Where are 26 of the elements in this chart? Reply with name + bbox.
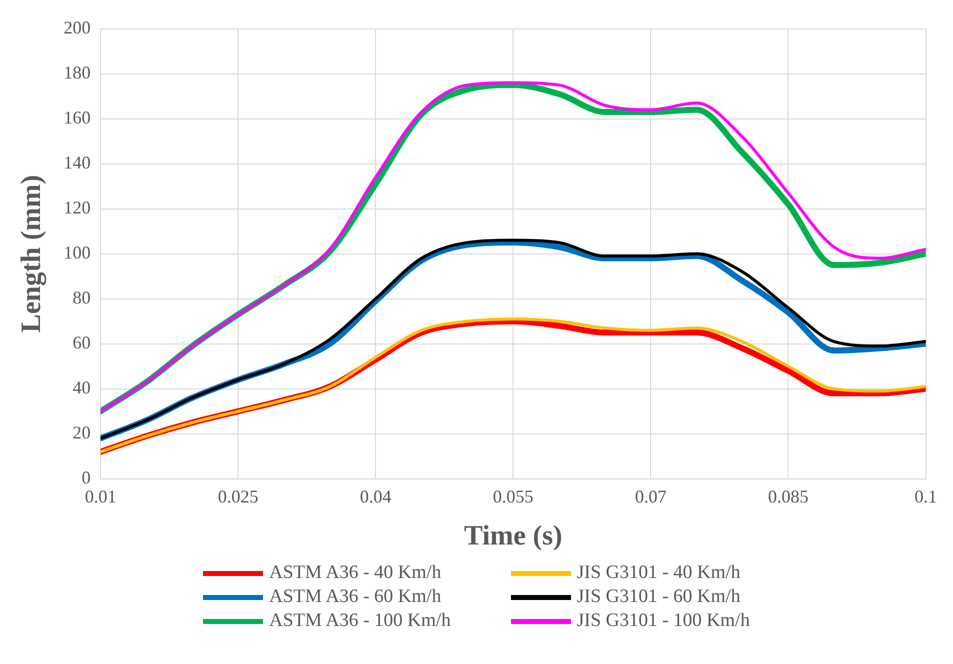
y-tick-label: 80 <box>72 288 91 308</box>
x-tick-label: 0.01 <box>84 486 116 506</box>
y-tick-label: 40 <box>72 378 91 398</box>
legend-label: ASTM A36 - 40 Km/h <box>269 562 442 584</box>
y-tick-label: 140 <box>64 152 91 173</box>
y-tick-label: 0 <box>82 468 91 488</box>
x-axis-title: Time (s) <box>464 520 562 552</box>
y-tick-label: 200 <box>64 18 91 38</box>
y-tick-label: 160 <box>64 108 91 128</box>
legend-label: JIS G3101 - 60 Km/h <box>576 586 740 608</box>
y-tick-label: 60 <box>72 332 91 353</box>
y-tick-label: 120 <box>64 198 91 218</box>
x-tick-label: 0.085 <box>768 486 808 506</box>
y-tick-label: 20 <box>72 422 91 443</box>
y-tick-label: 180 <box>64 62 91 83</box>
legend-label: ASTM A36 - 60 Km/h <box>269 586 442 608</box>
x-tick-label: 0.055 <box>492 486 534 506</box>
legend-label: ASTM A36 - 100 Km/h <box>269 610 451 632</box>
y-tick-label: 100 <box>64 242 91 263</box>
legend-label: JIS G3101 - 40 Km/h <box>576 562 740 584</box>
y-axis-title: Length (mm) <box>16 174 48 333</box>
x-tick-label: 0.04 <box>360 486 392 506</box>
x-tick-label: 0.025 <box>218 486 258 506</box>
legend-label: JIS G3101 - 100 Km/h <box>576 610 750 632</box>
x-tick-label: 0.07 <box>634 486 666 506</box>
x-tick-label: 0.1 <box>914 486 937 506</box>
